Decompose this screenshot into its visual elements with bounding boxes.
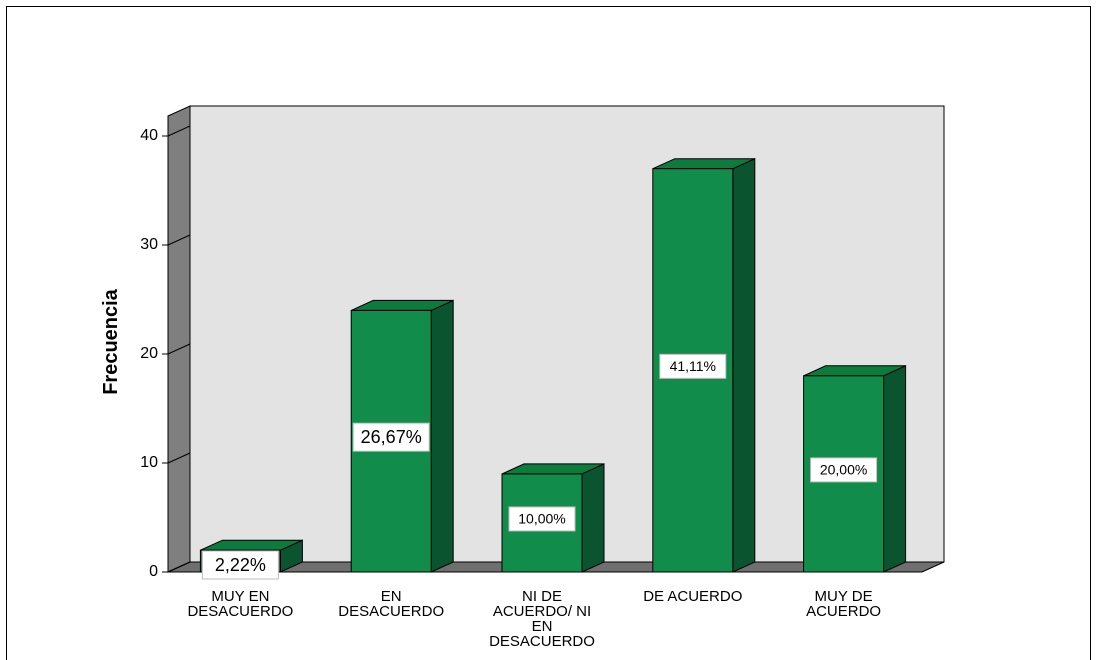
data-label-box — [201, 550, 279, 580]
y-tick-label: 30 — [140, 236, 158, 253]
left-wall — [167, 105, 191, 573]
x-category-label-line: ACUERDO/ NI — [493, 603, 591, 620]
x-category-label-line: EN — [532, 618, 553, 635]
data-label: 10,00% — [518, 511, 565, 527]
data-label: 2,22% — [215, 555, 266, 575]
x-category-label-line: MUY DE — [815, 588, 873, 605]
x-category-label: DE ACUERDO — [643, 588, 742, 605]
x-category-label-line: MUY EN — [211, 588, 269, 605]
data-label-box — [810, 457, 878, 483]
y-tick-depth — [167, 343, 191, 355]
x-category-label-line: DESACUERDO — [187, 603, 293, 620]
bars: 2,22% 26,67% 10,00% 41,11% 20,00% — [199, 157, 907, 580]
data-label: 26,67% — [361, 427, 422, 447]
bar-group: 20,00% — [803, 365, 907, 573]
x-category-label: MUY DE ACUERDO — [806, 588, 881, 620]
y-tick-label: 0 — [149, 563, 158, 580]
data-label-box — [508, 506, 576, 532]
bar-side — [732, 157, 756, 573]
x-category-label-line: NI DE — [522, 588, 562, 605]
y-axis-title: Frecuencia — [100, 288, 122, 394]
bar-group: 10,00% — [501, 463, 605, 573]
x-category-label: MUY EN DESACUERDO — [187, 588, 293, 620]
x-category-label-line: DESACUERDO — [338, 603, 444, 620]
data-label: 41,11% — [670, 358, 716, 374]
data-label-box — [352, 422, 430, 452]
y-tick-label: 40 — [140, 127, 158, 144]
data-label-box — [659, 353, 727, 379]
y-tick-depth — [167, 561, 191, 573]
x-category-label: EN DESACUERDO — [338, 588, 444, 620]
data-label: 20,00% — [820, 462, 867, 478]
y-tick-label: 20 — [140, 345, 158, 362]
y-axis: 0 10 20 30 40 — [140, 116, 191, 580]
bar-side — [581, 463, 605, 573]
bar-side — [883, 365, 907, 573]
bar-group: 26,67% — [350, 299, 454, 573]
bar-group: 2,22% — [199, 539, 303, 580]
y-tick-label: 10 — [140, 454, 158, 471]
x-category-label-line: EN — [381, 588, 402, 605]
y-tick-depth — [167, 452, 191, 464]
y-tick-depth — [167, 125, 191, 137]
x-category-label-line: DESACUERDO — [489, 633, 595, 650]
y-tick-depth — [167, 234, 191, 246]
bar-side — [430, 299, 454, 573]
x-category-label-line: DE ACUERDO — [643, 588, 742, 605]
x-category-label-line: ACUERDO — [806, 603, 881, 620]
x-category-label: NI DE ACUERDO/ NI EN DESACUERDO — [489, 588, 595, 650]
bar-group: 41,11% — [652, 157, 756, 573]
